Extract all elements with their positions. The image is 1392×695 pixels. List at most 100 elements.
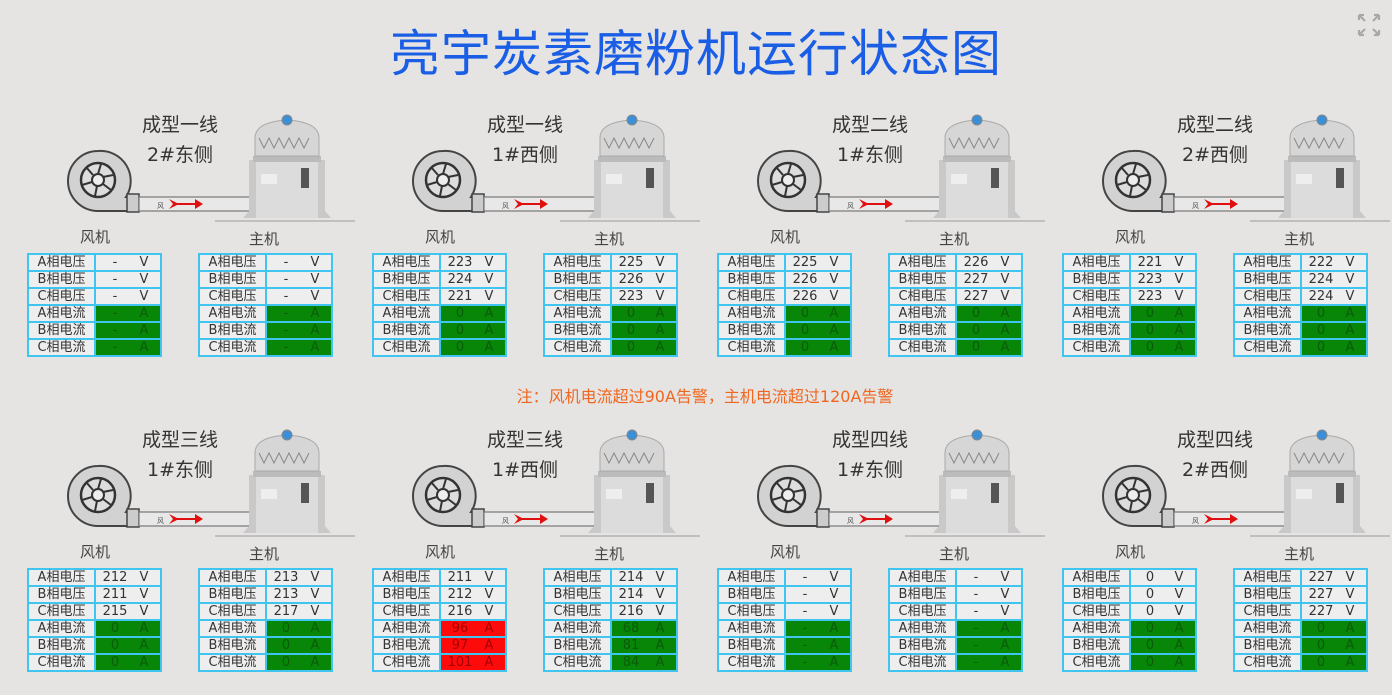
voltage-value-cell: 223 V bbox=[439, 253, 507, 272]
mill-machine-icon bbox=[1250, 114, 1390, 222]
voltage-value-cell: 214 V bbox=[610, 585, 678, 604]
pipe-label: 风 bbox=[847, 202, 854, 210]
table-row: A相电流 0 A bbox=[888, 304, 1023, 323]
line-name: 成型三线 bbox=[141, 429, 218, 451]
reading-value: 216 bbox=[447, 604, 473, 619]
row-label: B相电压 bbox=[198, 270, 267, 289]
reading-unit: A bbox=[139, 638, 149, 653]
mill-panel: 风 成型四线 1#东侧 风机 主机 A相电压 - V B相电压 - V C相电压 - V A相电流 - A B相… bbox=[715, 415, 1060, 695]
pipe-label: 风 bbox=[502, 517, 509, 525]
table-row: C相电压 215 V bbox=[27, 602, 162, 621]
line-name: 成型三线 bbox=[486, 429, 563, 451]
voltage-value-cell: 224 V bbox=[1300, 287, 1368, 306]
fullscreen-button[interactable] bbox=[1356, 12, 1382, 38]
reading-unit: A bbox=[139, 323, 149, 338]
reading-value: 0 bbox=[971, 323, 981, 338]
table-row: B相电压 214 V bbox=[543, 585, 678, 604]
reading-unit: A bbox=[1345, 638, 1355, 653]
reading-unit: A bbox=[1345, 306, 1355, 321]
main-status-table: A相电压 226 V B相电压 227 V C相电压 227 V A相电流 0 A B相电流 0 A C相电流… bbox=[888, 253, 1023, 357]
reading-unit: V bbox=[484, 604, 494, 619]
reading-value: 226 bbox=[792, 272, 818, 287]
reading-unit: A bbox=[1000, 323, 1010, 338]
line-name: 成型一线 bbox=[141, 114, 218, 136]
voltage-value-cell: 214 V bbox=[610, 568, 678, 587]
voltage-value-cell: 223 V bbox=[610, 287, 678, 306]
main-status-table: A相电压 227 V B相电压 227 V C相电压 227 V A相电流 0 A B相电流 0 A C相电流… bbox=[1233, 568, 1368, 672]
row-label: A相电流 bbox=[27, 619, 96, 638]
main-label: 主机 bbox=[1284, 230, 1315, 248]
current-value-cell: 84 A bbox=[610, 653, 678, 672]
row-label: A相电压 bbox=[372, 568, 441, 587]
row-label: A相电压 bbox=[888, 253, 957, 272]
reading-unit: V bbox=[1345, 255, 1355, 270]
row-label: B相电流 bbox=[1233, 636, 1302, 655]
table-row: A相电压 - V bbox=[888, 568, 1023, 587]
voltage-value-cell: 216 V bbox=[610, 602, 678, 621]
reading-unit: A bbox=[1174, 621, 1184, 636]
voltage-value-cell: 227 V bbox=[955, 287, 1023, 306]
air-pipe: 风 bbox=[138, 511, 260, 527]
table-row: C相电流 0 A bbox=[1062, 338, 1197, 357]
row-label: C相电压 bbox=[1062, 287, 1131, 306]
row-label: A相电流 bbox=[543, 619, 612, 638]
row-label: B相电压 bbox=[1062, 270, 1131, 289]
row-label: C相电流 bbox=[543, 653, 612, 672]
table-row: B相电压 223 V bbox=[1062, 270, 1197, 289]
row-label: A相电流 bbox=[717, 619, 786, 638]
row-label: A相电流 bbox=[717, 304, 786, 323]
table-row: C相电流 - A bbox=[198, 338, 333, 357]
row-label: A相电流 bbox=[372, 304, 441, 323]
table-row: C相电流 101 A bbox=[372, 653, 507, 672]
reading-unit: A bbox=[310, 638, 320, 653]
reading-value: 0 bbox=[455, 323, 465, 338]
voltage-value-cell: 211 V bbox=[94, 585, 162, 604]
pipe-label: 风 bbox=[157, 517, 164, 525]
mill-diagram: 风 bbox=[1102, 114, 1390, 222]
reading-unit: A bbox=[655, 655, 665, 670]
row-label: B相电流 bbox=[888, 321, 957, 340]
reading-value: 223 bbox=[1137, 289, 1163, 304]
table-row: B相电压 226 V bbox=[543, 270, 678, 289]
reading-value: 226 bbox=[792, 289, 818, 304]
table-row: C相电压 226 V bbox=[717, 287, 852, 306]
reading-value: - bbox=[973, 655, 979, 670]
reading-value: 226 bbox=[618, 272, 644, 287]
row-label: B相电流 bbox=[543, 321, 612, 340]
fan-label: 风机 bbox=[1115, 228, 1146, 246]
reading-unit: V bbox=[655, 587, 665, 602]
reading-unit: A bbox=[1000, 306, 1010, 321]
row-label: A相电压 bbox=[1062, 568, 1131, 587]
reading-value: 0 bbox=[110, 621, 120, 636]
table-row: C相电压 223 V bbox=[543, 287, 678, 306]
reading-value: 96 bbox=[451, 621, 469, 636]
table-row: B相电流 0 A bbox=[543, 321, 678, 340]
mill-machine-icon bbox=[1250, 429, 1390, 537]
table-row: A相电流 0 A bbox=[1233, 304, 1368, 323]
table-row: B相电流 81 A bbox=[543, 636, 678, 655]
reading-value: 216 bbox=[618, 604, 644, 619]
row-label: A相电流 bbox=[1062, 619, 1131, 638]
row-label: A相电流 bbox=[888, 619, 957, 638]
table-row: B相电流 0 A bbox=[717, 321, 852, 340]
row-label: B相电流 bbox=[198, 636, 267, 655]
row-label: B相电流 bbox=[543, 636, 612, 655]
row-label: C相电流 bbox=[372, 338, 441, 357]
reading-value: 0 bbox=[1145, 570, 1155, 585]
reading-value: - bbox=[112, 272, 118, 287]
mill-panel: 风 成型一线 1#西侧 风机 主机 A相电压 223 V B相电压 224 V C相电压 221 V A相… bbox=[370, 100, 715, 380]
voltage-value-cell: 217 V bbox=[265, 602, 333, 621]
row-label: C相电压 bbox=[372, 287, 441, 306]
reading-value: 0 bbox=[1316, 655, 1326, 670]
reading-value: - bbox=[283, 272, 289, 287]
reading-unit: V bbox=[1174, 289, 1184, 304]
alarm-note: 注：风机电流超过90A告警，主机电流超过120A告警 bbox=[516, 387, 894, 406]
reading-value: - bbox=[802, 655, 808, 670]
row-label: A相电流 bbox=[1062, 304, 1131, 323]
